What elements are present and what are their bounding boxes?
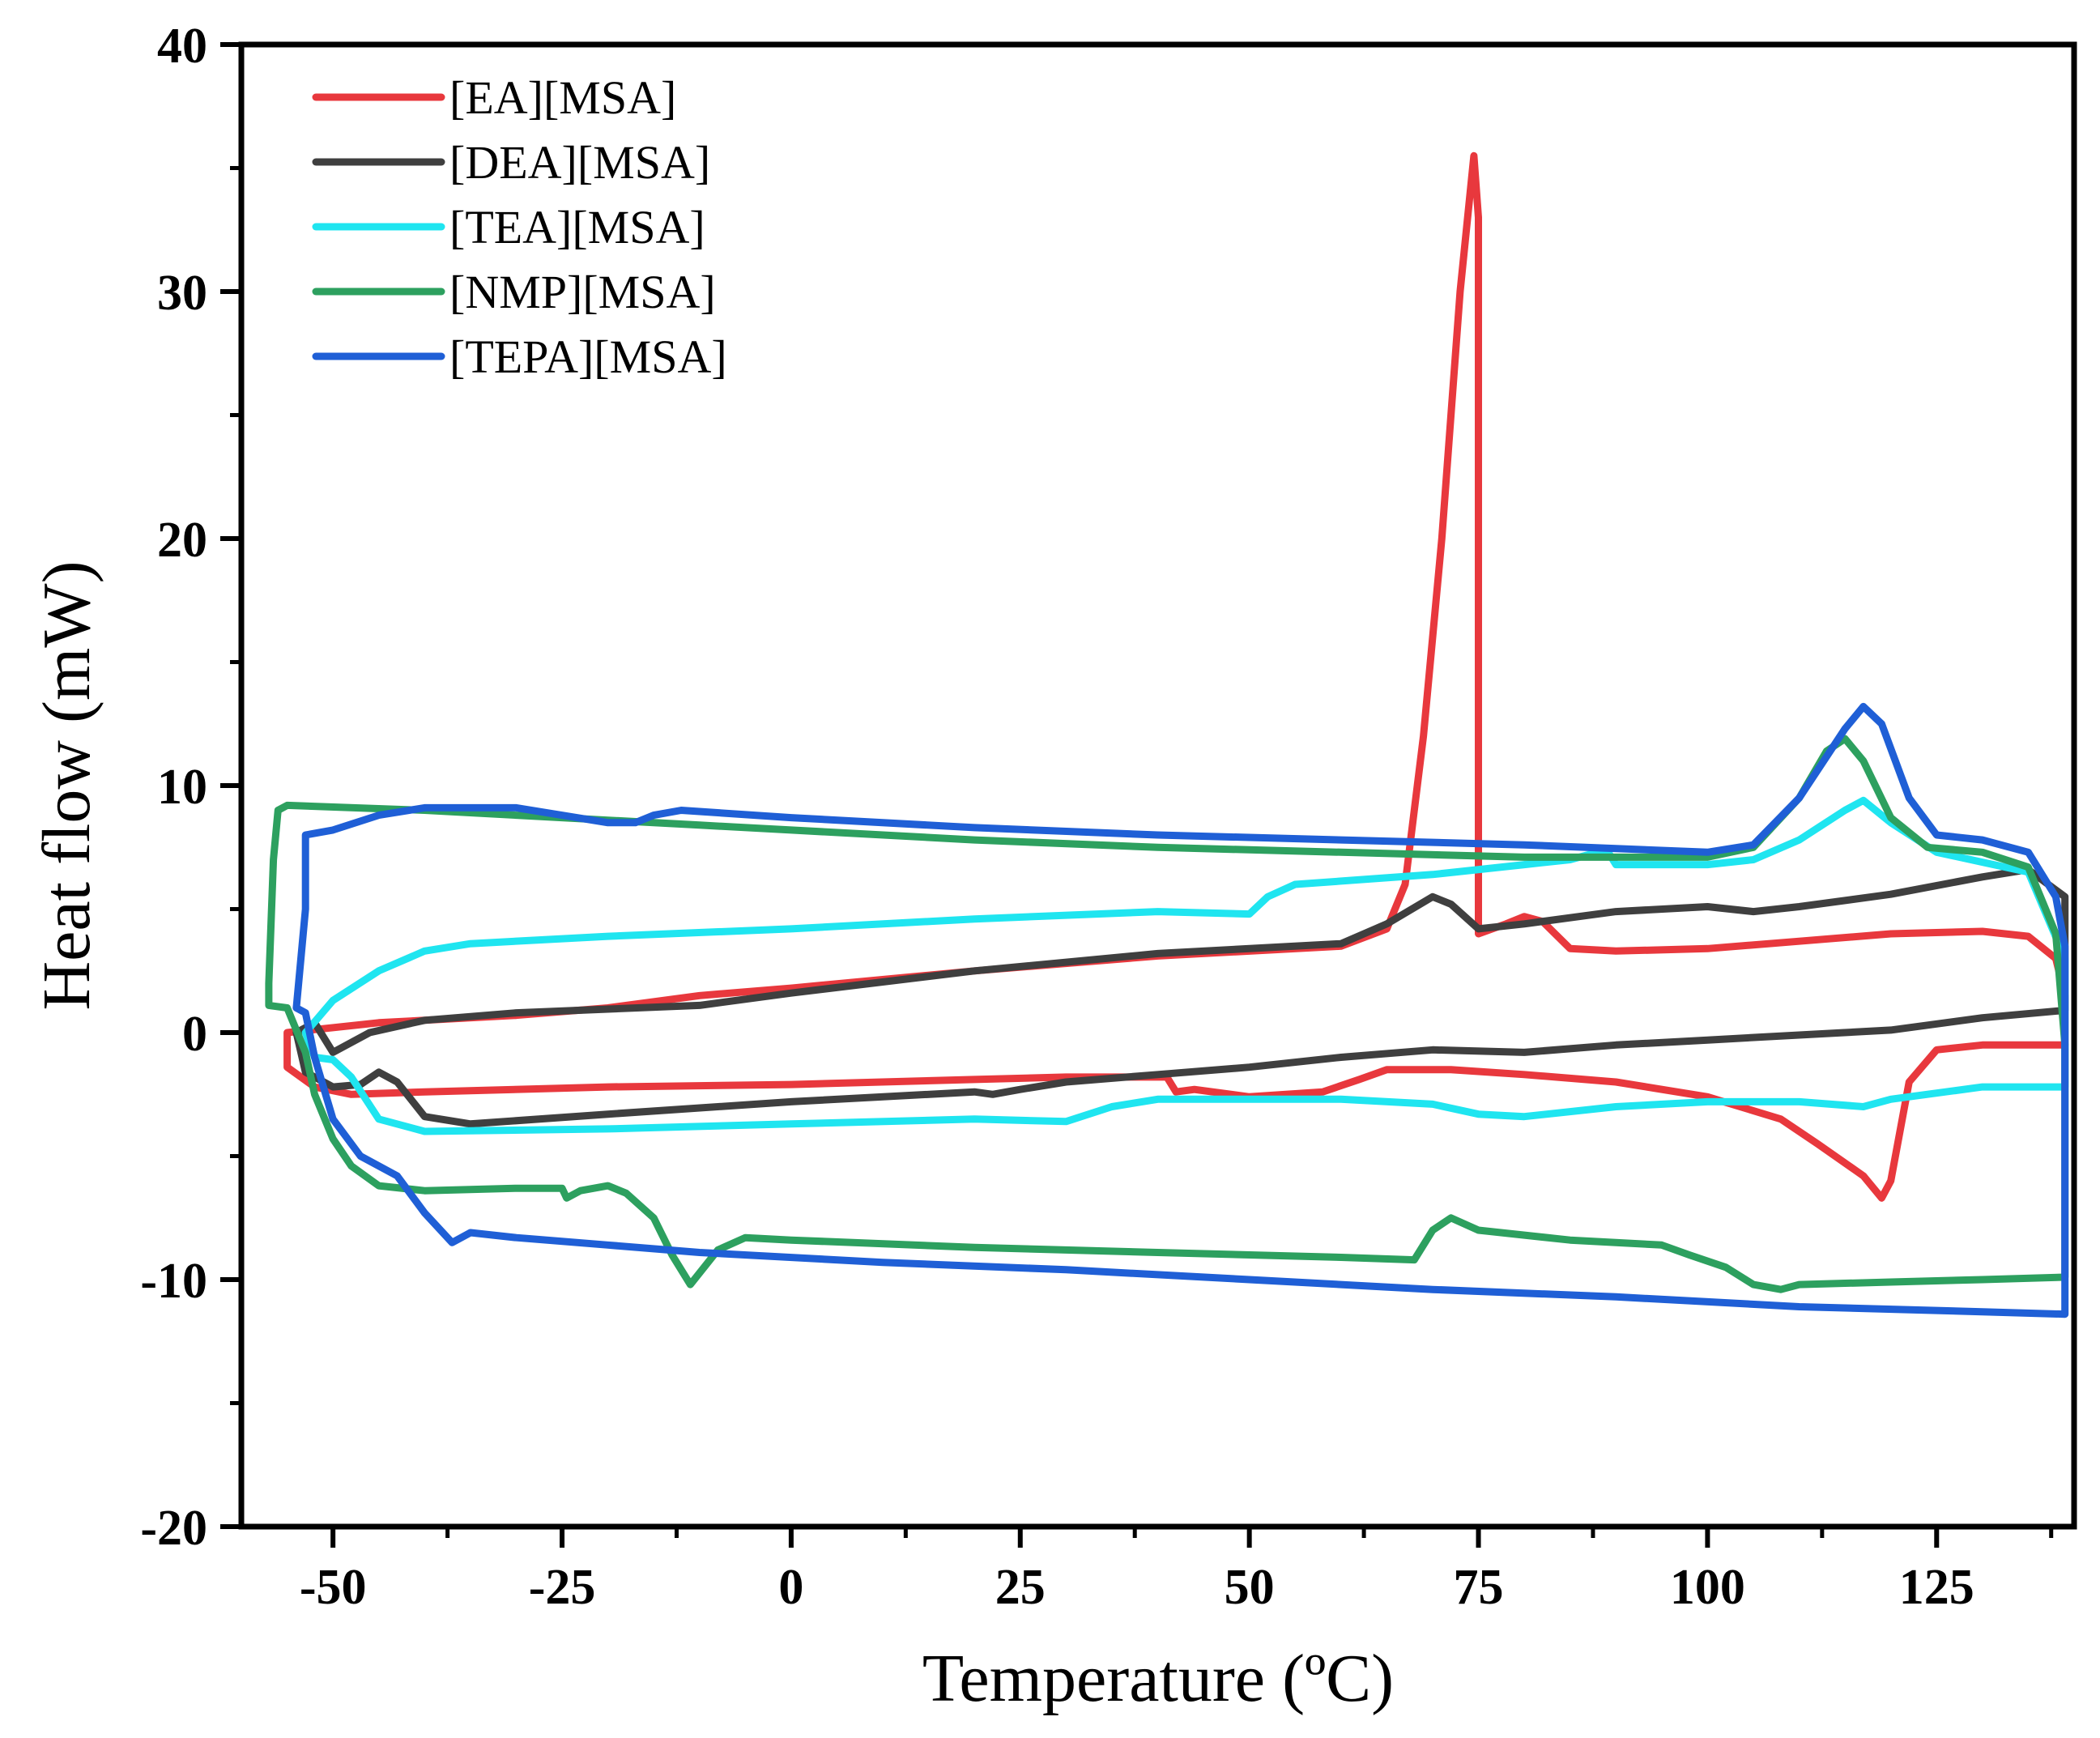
legend-label: [EA][MSA] (449, 71, 676, 124)
x-tick-label: 75 (1454, 1560, 1504, 1615)
legend-label: [TEA][MSA] (449, 201, 705, 253)
series-line-2 (301, 796, 2069, 1135)
y-tick-label: 0 (182, 1007, 207, 1062)
legend: [EA][MSA] [DEA][MSA] [TEA][MSA] [NMP][MSA] [… (312, 71, 727, 383)
axes-layer: -50 -25 0 25 50 75 100 125 -20 -10 0 10 20 30 40 (140, 19, 2054, 1615)
y-tick-label: 30 (157, 266, 207, 321)
x-tick-label: 100 (1670, 1560, 1745, 1615)
y-axis-title: Heat flow (mW) (29, 560, 104, 1010)
x-tick-label: -50 (300, 1560, 367, 1615)
x-axis-title: Temperature (ºC) (922, 1641, 1394, 1716)
x-tick-label: 0 (778, 1560, 803, 1615)
legend-label: [NMP][MSA] (449, 266, 716, 318)
y-tick-label: -10 (140, 1254, 207, 1309)
series-line-3 (265, 735, 2069, 1293)
series-line-4 (292, 702, 2069, 1318)
x-tick-label: -25 (529, 1560, 596, 1615)
y-tick-label: 20 (157, 513, 207, 568)
x-tick-label: 125 (1899, 1560, 1974, 1615)
series-line-1 (292, 866, 2069, 1128)
y-tick-label: 40 (157, 19, 207, 74)
legend-label: [DEA][MSA] (449, 136, 710, 189)
legend-label: [TEPA][MSA] (449, 330, 727, 383)
x-tick-label: 25 (995, 1560, 1046, 1615)
x-tick-label: 50 (1225, 1560, 1275, 1615)
y-tick-label: 10 (157, 760, 207, 815)
series-layer (265, 151, 2069, 1318)
y-tick-label: -20 (140, 1501, 207, 1556)
